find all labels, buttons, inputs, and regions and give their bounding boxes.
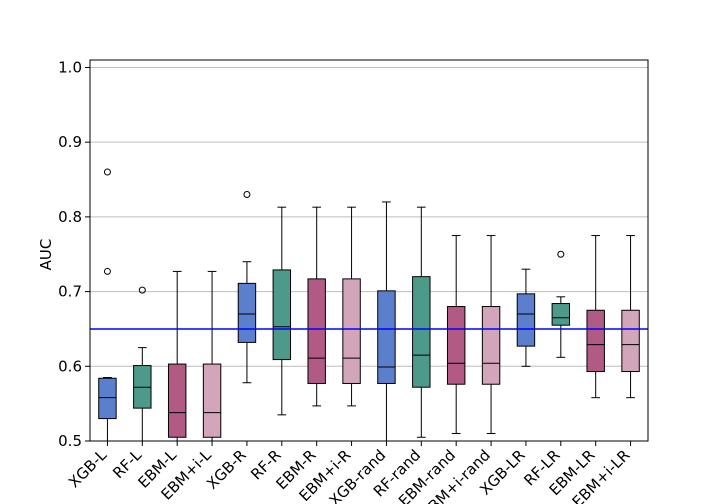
box-EBM-L <box>167 270 187 442</box>
outlier-point <box>103 267 111 275</box>
box-body <box>586 309 605 373</box>
outlier-point <box>103 168 111 176</box>
box-XGB-R <box>237 190 257 384</box>
box-body <box>98 377 117 420</box>
y-axis-label: AUC <box>37 239 55 271</box>
box-XGB-L <box>98 168 117 442</box>
plot-frame <box>89 59 649 442</box>
box-body <box>377 290 396 384</box>
y-tick-label: 0.9 <box>58 133 82 151</box>
box-body <box>167 363 187 438</box>
box-body <box>202 363 222 438</box>
box-RF-L <box>133 286 152 442</box>
box-body <box>237 282 257 343</box>
box-EBM+i-LR <box>621 235 640 399</box>
outlier-point <box>243 190 251 198</box>
box-EBM-LR <box>586 235 605 399</box>
box-body <box>412 276 431 388</box>
box-EBM+i-rand <box>481 235 501 435</box>
box-series <box>98 168 640 442</box>
box-EBM+i-L <box>202 270 222 442</box>
y-tick-label: 0.5 <box>58 432 82 450</box>
box-body <box>621 309 640 373</box>
x-axis-ticks: XGB-LRF-LEBM-LEBM+i-LXGB-RRF-REBM-REBM+i… <box>65 441 633 504</box>
box-RF-R <box>272 206 292 416</box>
outlier-point <box>138 286 146 294</box>
y-tick-label: 0.7 <box>58 283 82 301</box>
box-body <box>516 293 536 347</box>
box-body <box>272 269 292 361</box>
box-XGB-rand <box>377 201 396 442</box>
y-tick-label: 0.8 <box>58 208 82 226</box>
box-body <box>307 278 326 384</box>
x-tick-label: XGB-R <box>203 446 250 493</box>
box-XGB-LR <box>516 268 536 367</box>
y-tick-label: 0.6 <box>58 357 82 375</box>
box-EBM+i-R <box>342 206 361 407</box>
y-tick-label: 1.0 <box>58 58 82 76</box>
y-axis-ticks: 0.5 0.6 0.7 0.8 0.9 1.0 <box>58 58 90 450</box>
box-body <box>551 303 571 326</box>
outlier-point <box>557 250 565 258</box>
box-body <box>481 306 501 385</box>
box-body <box>446 306 466 385</box>
box-body <box>342 278 361 384</box>
box-EBM-rand <box>446 235 466 435</box>
box-EBM-R <box>307 206 326 407</box>
box-RF-rand <box>412 206 431 438</box>
box-RF-LR <box>551 250 571 358</box>
x-tick-label: XGB-L <box>65 446 111 492</box>
